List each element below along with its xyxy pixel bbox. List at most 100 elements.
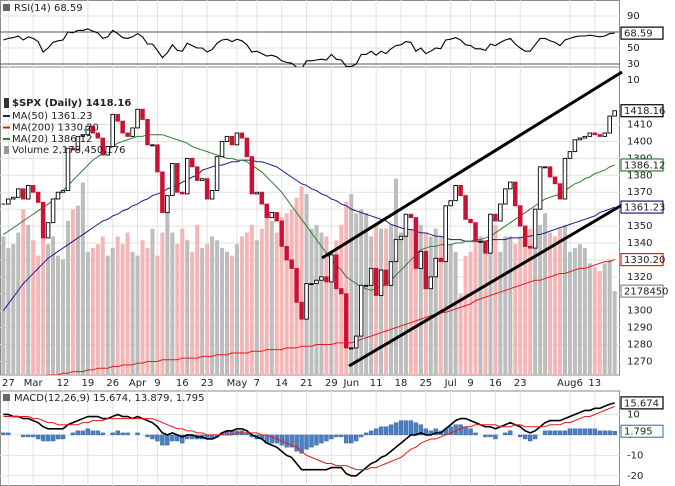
volume-bar bbox=[413, 221, 418, 375]
candle bbox=[388, 261, 394, 286]
histogram-bar bbox=[115, 430, 120, 436]
x-tick-label: 25 bbox=[419, 378, 432, 389]
histogram-bar bbox=[50, 434, 56, 442]
histogram-bar bbox=[359, 434, 364, 438]
volume-bar bbox=[443, 213, 448, 375]
panel-plot bbox=[0, 67, 620, 375]
histogram-bar bbox=[602, 430, 607, 436]
candle bbox=[378, 269, 384, 296]
volume-bar bbox=[379, 228, 384, 375]
legend-icon bbox=[4, 146, 9, 154]
volume-bar bbox=[398, 232, 403, 375]
candle bbox=[443, 205, 448, 263]
x-tick-label: Aug6 bbox=[557, 378, 583, 389]
candle bbox=[254, 191, 260, 195]
histogram-bar bbox=[493, 434, 498, 440]
x-tick-label: 19 bbox=[81, 378, 94, 389]
candle bbox=[493, 213, 498, 222]
volume-bar bbox=[364, 213, 369, 375]
y-tick-label: 1280 bbox=[627, 340, 652, 351]
histogram-bar bbox=[170, 434, 175, 442]
volume-bar bbox=[254, 240, 259, 375]
candle bbox=[383, 269, 389, 286]
candle bbox=[483, 240, 488, 254]
candle bbox=[170, 163, 175, 197]
histogram-bar bbox=[354, 434, 359, 442]
volume-bar bbox=[155, 255, 160, 375]
candle bbox=[25, 185, 31, 200]
candle bbox=[80, 134, 86, 137]
volume-bar bbox=[428, 236, 433, 375]
volume-bar bbox=[329, 251, 334, 375]
volume-bar bbox=[180, 228, 185, 375]
candle bbox=[537, 166, 543, 210]
candle bbox=[463, 195, 468, 220]
value-tag bbox=[620, 396, 664, 410]
candle bbox=[358, 284, 364, 337]
histogram-bar bbox=[100, 432, 105, 436]
histogram-bar bbox=[592, 428, 597, 436]
candle bbox=[353, 335, 359, 349]
histogram-bar bbox=[383, 426, 389, 436]
volume-bar bbox=[105, 255, 110, 375]
volume-bar bbox=[543, 213, 548, 375]
candle bbox=[508, 181, 513, 190]
x-tick-label: Jun bbox=[342, 378, 359, 389]
candle bbox=[219, 141, 225, 158]
volume-bar bbox=[41, 213, 46, 375]
volume-bar bbox=[354, 213, 359, 375]
candle bbox=[160, 171, 165, 213]
volume-bar bbox=[249, 224, 254, 375]
panel-title: MACD(12,26,9) 15.674, 13.879, 1.795 bbox=[14, 393, 204, 404]
volume-bar bbox=[453, 251, 458, 375]
histogram-bar bbox=[314, 434, 319, 446]
volume-bar bbox=[612, 291, 617, 375]
volume-bar bbox=[493, 224, 498, 375]
candle bbox=[522, 225, 528, 247]
candle bbox=[329, 254, 334, 283]
volume-bar bbox=[31, 240, 36, 375]
histogram-bar bbox=[110, 432, 115, 436]
value-tag bbox=[620, 104, 664, 118]
histogram-bar bbox=[289, 434, 294, 448]
candle bbox=[478, 240, 483, 243]
panel-title: RSI(14) 68.59 bbox=[14, 3, 83, 14]
candle bbox=[299, 301, 304, 320]
volume-bar bbox=[423, 232, 428, 375]
volume-bar bbox=[403, 236, 408, 375]
volume-bar bbox=[538, 224, 543, 375]
candle bbox=[324, 276, 329, 283]
y-tick-label: 1350 bbox=[627, 221, 652, 232]
volume-bar bbox=[279, 217, 284, 375]
volume-bar bbox=[11, 244, 16, 375]
volume-bar bbox=[418, 224, 423, 375]
histogram-bar bbox=[363, 432, 369, 436]
legend-icon bbox=[3, 4, 10, 11]
volume-bar bbox=[140, 240, 145, 375]
candle bbox=[239, 132, 245, 139]
volume-bar bbox=[508, 236, 513, 375]
histogram-bar bbox=[403, 420, 409, 436]
histogram-bar bbox=[75, 430, 81, 436]
volume-bar bbox=[95, 244, 100, 375]
candle bbox=[229, 135, 235, 146]
histogram-bar bbox=[398, 420, 404, 436]
x-tick-label: 9 bbox=[154, 378, 160, 389]
histogram-bar bbox=[30, 434, 36, 438]
volume-bar bbox=[26, 224, 31, 375]
histogram-bar bbox=[135, 432, 140, 436]
volume-bar bbox=[1, 236, 6, 375]
candle bbox=[542, 166, 548, 169]
volume-bar bbox=[120, 244, 125, 375]
histogram-bar bbox=[80, 430, 86, 436]
legend-label: MA(20) 1386.12 bbox=[12, 134, 93, 145]
histogram-bar bbox=[165, 434, 170, 446]
volume-bar bbox=[65, 221, 70, 375]
volume-bar bbox=[567, 251, 572, 375]
candle bbox=[428, 276, 434, 290]
histogram-bar bbox=[552, 430, 558, 436]
volume-bar bbox=[284, 213, 289, 375]
panel-plot bbox=[0, 391, 620, 486]
y-tick-label: 1410 bbox=[627, 120, 652, 131]
